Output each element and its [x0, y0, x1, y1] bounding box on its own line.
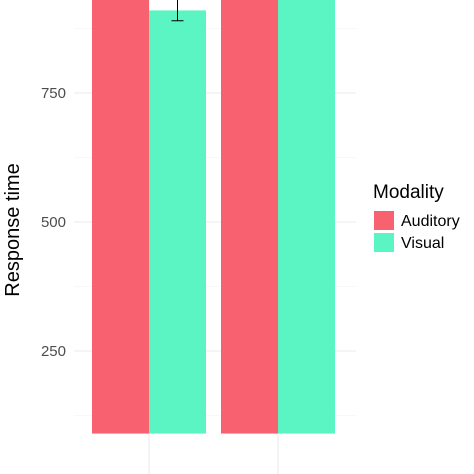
y-axis-title: Response time — [2, 163, 24, 296]
bars — [92, 0, 335, 434]
legend-swatch-visual — [374, 233, 394, 252]
bar-visual-1 — [149, 10, 206, 434]
legend-label-visual: Visual — [401, 235, 444, 252]
y-axis-ticks: 250 500 750 — [41, 85, 66, 360]
bar-auditory-2 — [221, 0, 278, 434]
legend-title: Modality — [373, 182, 444, 203]
y-tick-label: 250 — [41, 343, 66, 360]
bar-visual-2 — [278, 0, 335, 434]
error-bars — [171, 0, 184, 22]
legend-swatch-auditory — [374, 211, 394, 230]
y-tick-label: 500 — [41, 214, 66, 231]
bar-auditory-1 — [92, 0, 149, 434]
legend-label-auditory: Auditory — [401, 213, 460, 230]
legend: Modality Auditory Visual — [373, 182, 460, 252]
y-tick-label: 750 — [41, 85, 66, 102]
